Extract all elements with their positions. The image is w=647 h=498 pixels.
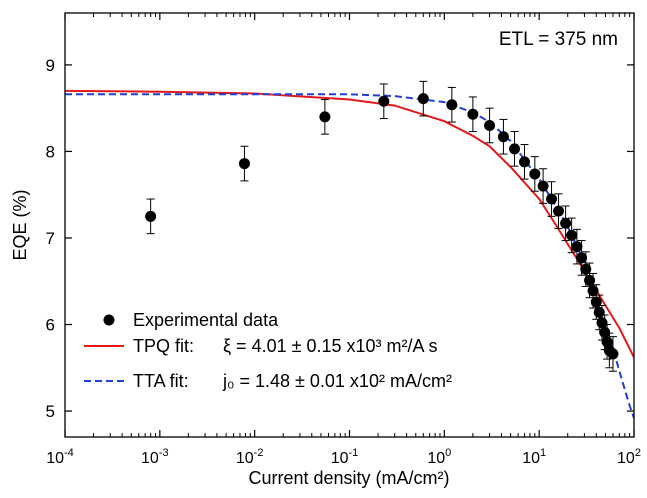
data-point [319,111,331,123]
x-tick-label: 101 [522,447,546,467]
data-point [467,108,479,120]
x-tick-label: 10-3 [141,447,169,467]
legend-entry-tta: TTA fit: j₀ = 1.48 ± 0.01 x10² mA/cm² [84,371,452,391]
data-point [593,306,605,318]
legend-fit-tpq: ξ = 4.01 ± 0.15 x10³ m²/A s [223,336,438,356]
x-tick-label: 10-2 [236,447,264,467]
legend-label-tta: TTA fit: [133,371,189,391]
legend-entry-experimental: Experimental data [103,310,279,330]
data-point [553,205,565,217]
chart-annotation: ETL = 375 nm [499,29,618,50]
data-point [518,156,530,168]
data-point [576,252,588,264]
x-axis-label: Current density (mA/cm²) [248,468,449,488]
data-point [529,168,541,180]
legend: Experimental data TPQ fit: ξ = 4.01 ± 0.… [84,310,452,391]
legend-fit-tta: j₀ = 1.48 ± 0.01 x10² mA/cm² [222,371,452,391]
legend-label-experimental: Experimental data [133,310,279,330]
x-tick-label: 100 [427,447,451,467]
data-point [446,99,458,111]
y-tick-label: 5 [46,402,55,421]
legend-marker-experimental [103,314,115,326]
tta-fit-line [65,93,634,419]
x-tick-label: 10-1 [331,447,359,467]
chart-marks [65,80,634,419]
data-point [560,217,572,229]
y-tick-label: 8 [46,142,55,161]
data-point [546,193,558,205]
data-point [509,143,521,155]
data-point [145,210,157,222]
data-point [537,180,549,192]
data-point [497,131,509,143]
data-point [580,263,592,275]
y-axis-label: EQE (%) [10,189,30,260]
data-point [607,348,619,360]
legend-entry-tpq: TPQ fit: ξ = 4.01 ± 0.15 x10³ m²/A s [84,336,438,356]
data-point [238,158,250,170]
data-point [599,326,611,338]
chart-axes: 10-4 10-3 10-2 10-1 100 101 102 5 6 7 8 9 [46,13,641,467]
data-point [484,119,496,131]
y-tick-label: 7 [46,229,55,248]
data-point [378,95,390,107]
y-tick-label: 6 [46,316,55,335]
data-point [596,317,608,329]
data-point [417,93,429,105]
y-tick-label: 9 [46,56,55,75]
data-point [566,229,578,241]
legend-label-tpq: TPQ fit: [133,336,194,356]
data-point [571,241,583,253]
data-point [584,274,596,286]
x-tick-label: 102 [617,447,641,467]
x-tick-label: 10-4 [46,447,74,467]
